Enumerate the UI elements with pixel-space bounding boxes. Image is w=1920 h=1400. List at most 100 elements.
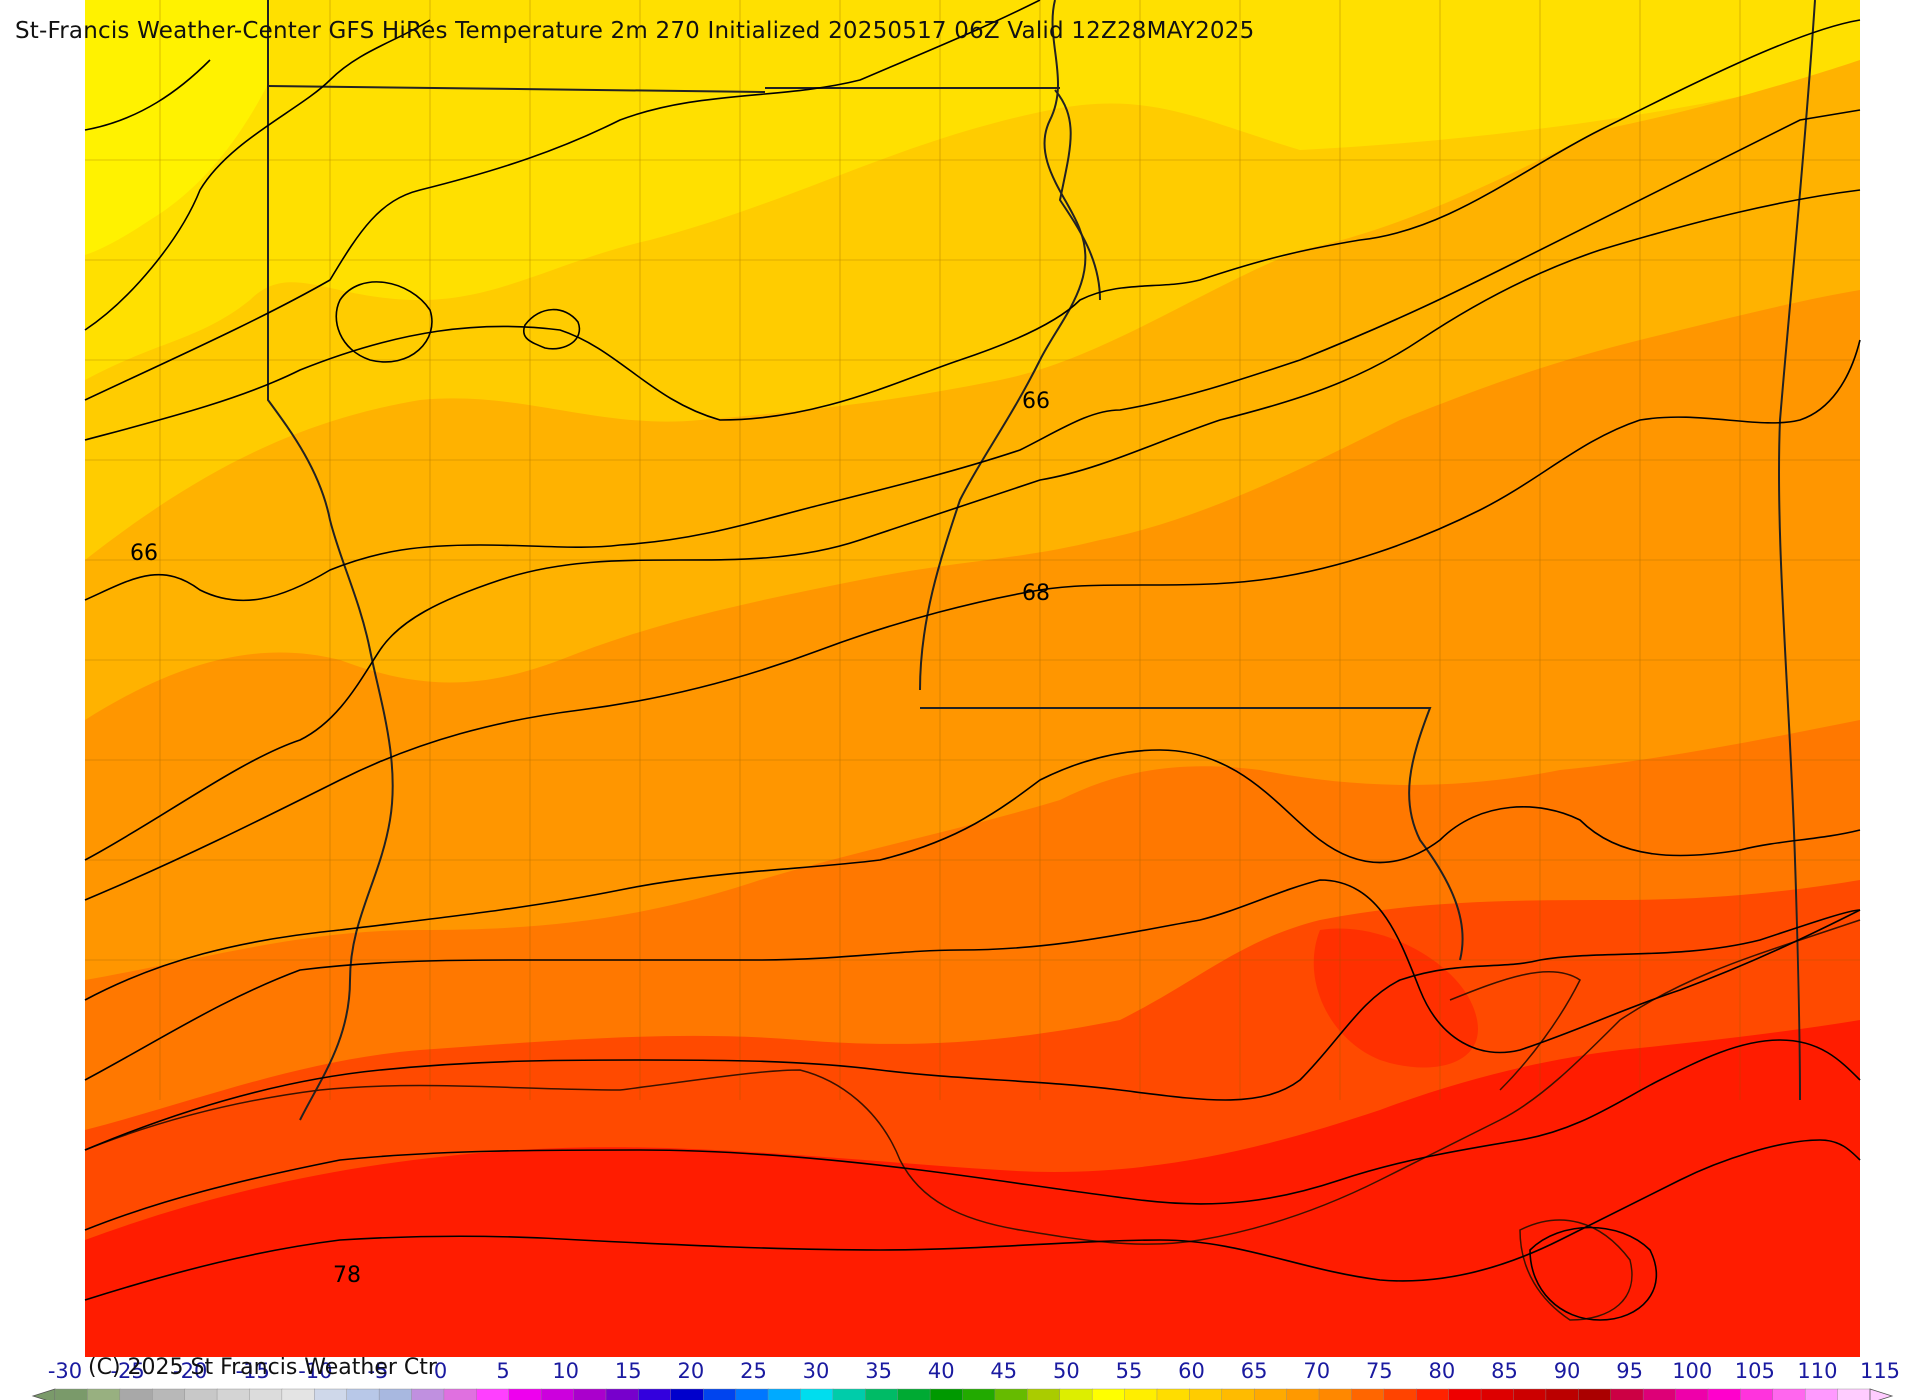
colorbar-tick-label: -25 <box>110 1359 144 1383</box>
colorbar-min-arrow <box>31 1388 56 1400</box>
temperature-colorbar: -30 -25 -20 -15 -10 -5 0 5 10 15 20 25 30 35 40 45 50 55 6… <box>31 1359 1900 1400</box>
colorbar-swatch <box>670 1388 704 1400</box>
colorbar-swatch <box>152 1388 186 1400</box>
colorbar-swatch <box>346 1388 380 1400</box>
colorbar-swatch <box>1545 1388 1580 1400</box>
colorbar-swatch <box>1642 1388 1677 1400</box>
colorbar-swatch <box>1383 1388 1417 1400</box>
colorbar-tick-label: 85 <box>1491 1359 1518 1383</box>
colorbar-tick-label: -20 <box>173 1359 207 1383</box>
colorbar-swatch <box>1578 1388 1612 1400</box>
colorbar-tick-label: 80 <box>1429 1359 1456 1383</box>
colorbar-swatch <box>1286 1388 1320 1400</box>
colorbar-swatch <box>1253 1388 1288 1400</box>
colorbar-tick-label: 95 <box>1616 1359 1643 1383</box>
colorbar-tick-label: 90 <box>1554 1359 1581 1383</box>
colorbar-tick-label: -15 <box>236 1359 270 1383</box>
colorbar-swatch <box>1740 1388 1774 1400</box>
colorbar-tick-label: 100 <box>1672 1359 1712 1383</box>
colorbar-swatch <box>1804 1388 1839 1400</box>
colorbar-tick-label: 40 <box>928 1359 955 1383</box>
colorbar-swatch <box>216 1388 251 1400</box>
colorbar-swatch <box>1156 1388 1191 1400</box>
colorbar-swatch <box>540 1388 575 1400</box>
colorbar-tick-label: 30 <box>803 1359 830 1383</box>
state-borders <box>267 0 1816 1121</box>
colorbar-tick-label: -30 <box>48 1359 82 1383</box>
colorbar-swatch <box>1772 1388 1806 1400</box>
colorbar-swatch <box>1707 1388 1742 1400</box>
colorbar-swatch <box>1124 1388 1158 1400</box>
colorbar-swatch <box>119 1388 153 1400</box>
band-yellow <box>85 0 1860 380</box>
colorbar-swatch <box>378 1388 413 1400</box>
contour-label-66-west: 66 <box>130 541 158 566</box>
band-bright-yellow <box>85 0 270 255</box>
colorbar-tick-label: 65 <box>1241 1359 1268 1383</box>
colorbar-tick-label: 5 <box>496 1359 509 1383</box>
colorbar-tick-label: 105 <box>1735 1359 1775 1383</box>
isotherm-contours <box>84 0 1861 1321</box>
colorbar-swatch <box>1059 1388 1093 1400</box>
colorbar-swatch <box>1448 1388 1482 1400</box>
colorbar-swatch <box>1318 1388 1353 1400</box>
colorbar-tick-label: 45 <box>990 1359 1017 1383</box>
colorbar-swatch <box>1221 1388 1255 1400</box>
colorbar-swatch <box>54 1388 89 1400</box>
colorbar-swatch <box>994 1388 1029 1400</box>
colorbar-swatch <box>1091 1388 1126 1400</box>
colorbar-tick-label: 25 <box>740 1359 767 1383</box>
contour-label-66-east: 66 <box>1022 389 1050 414</box>
colorbar-tick-label: 55 <box>1116 1359 1143 1383</box>
colorbar-swatch <box>1837 1388 1871 1400</box>
colorbar-tick-label: -5 <box>367 1359 388 1383</box>
colorbar-swatch <box>897 1388 931 1400</box>
colorbar-swatch <box>573 1388 607 1400</box>
colorbar-swatch <box>1480 1388 1515 1400</box>
colorbar-swatch <box>281 1388 315 1400</box>
colorbar-swatch <box>1189 1388 1223 1400</box>
colorbar-swatch <box>411 1388 445 1400</box>
colorbar-swatch <box>87 1388 121 1400</box>
coastline <box>84 919 1861 1321</box>
colorbar-swatch <box>638 1388 672 1400</box>
colorbar-swatch <box>1513 1388 1547 1400</box>
contour-label-68: 68 <box>1022 581 1050 606</box>
colorbar-swatch <box>735 1388 769 1400</box>
colorbar-swatch <box>703 1388 737 1400</box>
colorbar-swatch <box>929 1388 964 1400</box>
colorbar-tick-label: 75 <box>1366 1359 1393 1383</box>
colorbar-tick-label: 10 <box>552 1359 579 1383</box>
temperature-fill <box>85 0 1860 1357</box>
map-title: St-Francis Weather-Center GFS HiRes Temp… <box>15 18 1255 44</box>
colorbar-tick-label: 35 <box>865 1359 892 1383</box>
colorbar-tick-label: 0 <box>434 1359 447 1383</box>
colorbar-swatch <box>800 1388 834 1400</box>
band-red <box>85 1020 1860 1357</box>
colorbar-tick-labels: -30 -25 -20 -15 -10 -5 0 5 10 15 20 25 30 35 40 45 50 55 6… <box>48 1359 1900 1383</box>
colorbar-swatch <box>832 1388 866 1400</box>
colorbar-swatch <box>314 1388 348 1400</box>
colorbar-swatch <box>443 1388 478 1400</box>
colorbar-swatch <box>962 1388 996 1400</box>
colorbar-tick-label: 110 <box>1797 1359 1837 1383</box>
contour-label-78: 78 <box>333 1263 361 1288</box>
colorbar-swatch <box>865 1388 899 1400</box>
colorbar-swatch <box>476 1388 510 1400</box>
colorbar-tick-label: -10 <box>298 1359 332 1383</box>
colorbar-swatches <box>31 1388 1894 1400</box>
colorbar-swatch <box>184 1388 218 1400</box>
band-red-pocket <box>1313 928 1478 1068</box>
colorbar-tick-label: 115 <box>1860 1359 1900 1383</box>
copyright-text: (C) 2025 St Francis Weather Ctr <box>88 1355 437 1380</box>
colorbar-swatch <box>1351 1388 1385 1400</box>
contour-labels: 66 66 68 78 <box>130 389 1050 1288</box>
colorbar-tick-label: 15 <box>615 1359 642 1383</box>
colorbar-swatch <box>1027 1388 1061 1400</box>
colorbar-tick-label: 20 <box>677 1359 704 1383</box>
colorbar-tick-label: 60 <box>1178 1359 1205 1383</box>
colorbar-swatch <box>1610 1388 1644 1400</box>
colorbar-swatch <box>605 1388 640 1400</box>
colorbar-max-arrow <box>1869 1388 1894 1400</box>
